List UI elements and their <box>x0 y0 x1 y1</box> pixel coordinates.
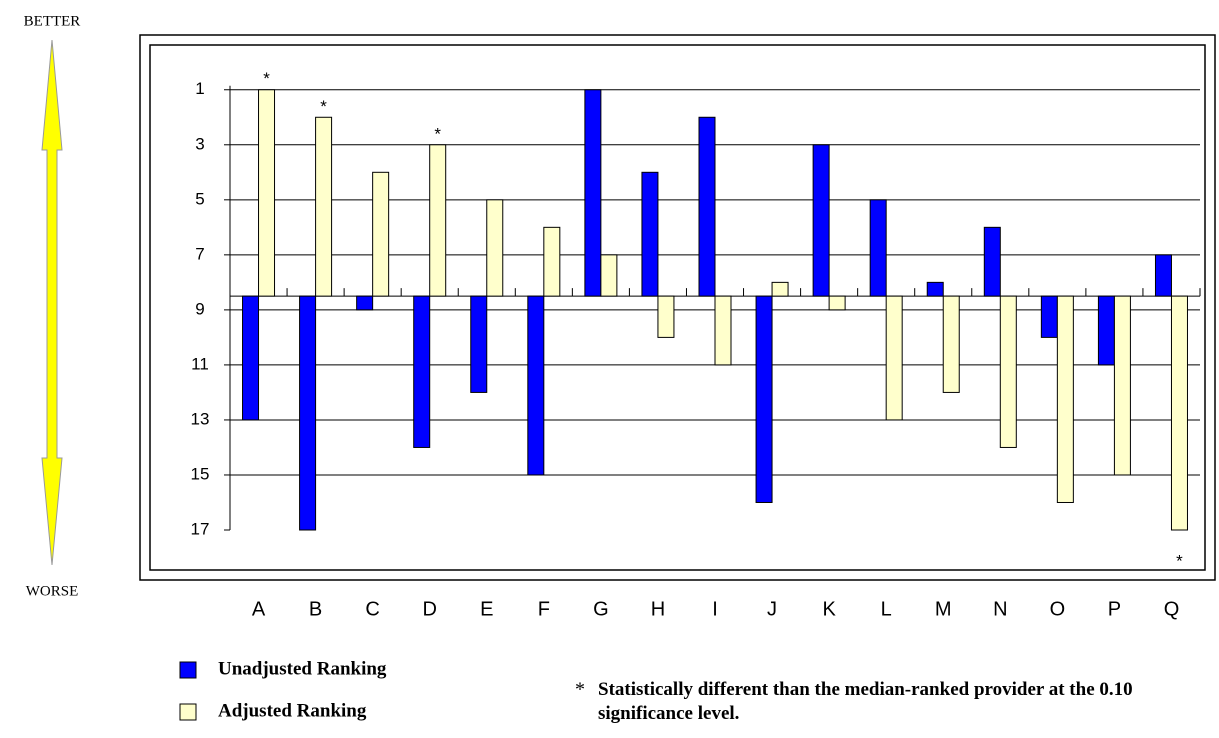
x-tick-label: H <box>651 598 665 620</box>
x-tick-label: K <box>822 598 836 620</box>
bar <box>1097 295 1115 366</box>
bar <box>999 295 1017 448</box>
y-tick-label: 1 <box>195 79 204 98</box>
bar <box>429 144 447 297</box>
significance-mark: * <box>263 69 270 88</box>
worse-label: WORSE <box>26 583 79 599</box>
inner-frame <box>149 44 1206 571</box>
bar <box>1170 295 1188 531</box>
bar <box>1056 295 1074 503</box>
y-tick-label: 5 <box>195 189 204 208</box>
x-tick-label: M <box>935 598 952 620</box>
x-tick-label: B <box>309 598 322 620</box>
x-tick-label: G <box>593 598 609 620</box>
x-tick-label: A <box>252 598 266 620</box>
footnote-symbol: * <box>575 679 585 701</box>
x-tick-label: C <box>365 598 379 620</box>
y-tick-label: 15 <box>191 464 210 483</box>
bar <box>372 171 390 297</box>
bar <box>1040 295 1058 338</box>
legend-label: Unadjusted Ranking <box>218 658 387 679</box>
y-tick-label: 13 <box>191 409 210 428</box>
x-tick-label: D <box>422 598 436 620</box>
legend-label: Adjusted Ranking <box>218 700 367 721</box>
x-tick-label: E <box>480 598 493 620</box>
bar <box>600 254 618 297</box>
bar <box>527 295 545 476</box>
outer-frame <box>139 34 1216 581</box>
significance-mark: * <box>434 124 441 143</box>
x-tick-label: J <box>767 598 777 620</box>
bar <box>356 295 374 311</box>
bar <box>942 295 960 393</box>
x-tick-label: L <box>881 598 892 620</box>
bar <box>242 295 260 421</box>
bar <box>698 116 716 297</box>
better-label: BETTER <box>24 13 81 29</box>
bar <box>470 295 488 393</box>
significance-mark: * <box>1176 551 1183 570</box>
bar <box>584 89 602 297</box>
y-tick-label: 7 <box>195 244 204 263</box>
footnote-box: Statistically different than the median-… <box>598 679 1133 724</box>
bar <box>828 295 846 311</box>
bar <box>885 295 903 421</box>
bar <box>543 226 561 297</box>
y-tick-label: 9 <box>195 299 204 318</box>
bar <box>869 199 887 297</box>
bar <box>315 116 333 297</box>
bar <box>258 89 276 297</box>
direction-arrow <box>41 39 63 566</box>
x-tick-label: F <box>538 598 550 620</box>
legend-swatch <box>179 661 197 679</box>
y-tick-label: 17 <box>191 519 210 538</box>
bar <box>299 295 317 531</box>
bar <box>755 295 773 503</box>
significance-mark: * <box>320 97 327 116</box>
x-tick-label: N <box>993 598 1007 620</box>
bar <box>413 295 431 448</box>
y-tick-label: 11 <box>191 354 209 373</box>
bar <box>983 226 1001 297</box>
y-tick-label: 3 <box>195 134 204 153</box>
bar <box>812 144 830 297</box>
bar <box>714 295 732 366</box>
x-tick-label: I <box>712 598 718 620</box>
bar <box>1154 254 1172 297</box>
bar <box>657 295 675 338</box>
bar <box>926 281 944 297</box>
bar <box>641 171 659 297</box>
bar <box>1113 295 1131 476</box>
x-tick-label: Q <box>1164 598 1180 620</box>
footnote: Statistically different than the median-… <box>598 679 1133 724</box>
x-tick-label: P <box>1108 598 1121 620</box>
bar <box>486 199 504 297</box>
bar <box>771 281 789 297</box>
x-tick-label: O <box>1050 598 1066 620</box>
legend-swatch <box>179 703 197 721</box>
